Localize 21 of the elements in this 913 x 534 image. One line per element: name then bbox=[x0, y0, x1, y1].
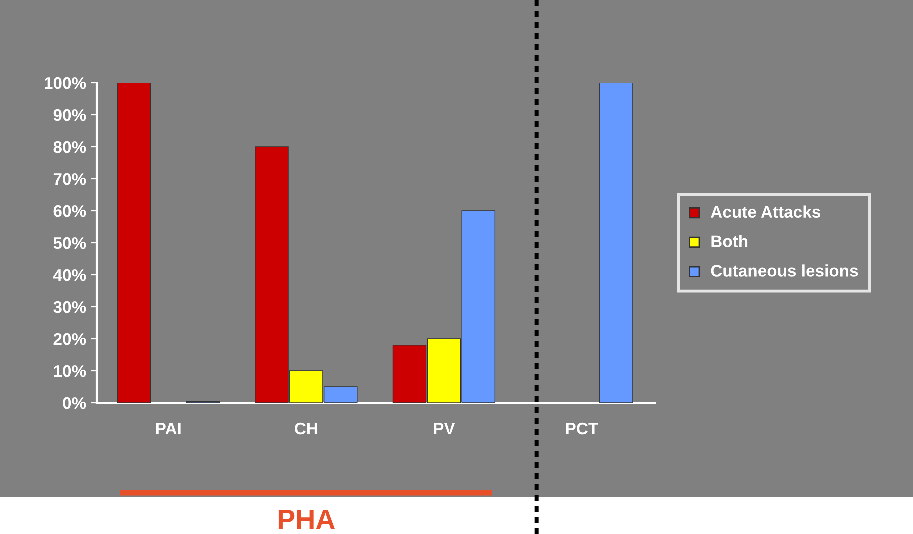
bar bbox=[117, 83, 152, 403]
y-tick-label: 40% bbox=[53, 269, 86, 282]
text: PHA bbox=[278, 510, 336, 530]
y-tick-label: 70% bbox=[54, 173, 86, 186]
y-tick-label: 60% bbox=[54, 205, 86, 218]
legend-label: Cutaneous lesions bbox=[711, 264, 858, 277]
y-tick-label: 30% bbox=[54, 301, 86, 314]
y-tick-label: 50% bbox=[54, 237, 86, 250]
y-tick-label: 80% bbox=[54, 141, 86, 154]
x-tick-label: PCT bbox=[566, 422, 598, 435]
bar bbox=[600, 83, 634, 403]
y-tick-label: 20% bbox=[54, 333, 86, 346]
x-tick-label: PAI bbox=[156, 423, 181, 435]
legend-label: Both bbox=[712, 235, 748, 248]
y-tick-label: 90% bbox=[54, 109, 86, 122]
x-tick-label: CH bbox=[295, 422, 318, 435]
legend-label: Acute Attacks bbox=[711, 206, 820, 218]
x-tick-label: PV bbox=[434, 423, 456, 435]
y-tick-label: 100% bbox=[45, 77, 86, 90]
y-tick-label: 10% bbox=[54, 365, 86, 378]
y-tick-label: 0% bbox=[63, 397, 86, 410]
